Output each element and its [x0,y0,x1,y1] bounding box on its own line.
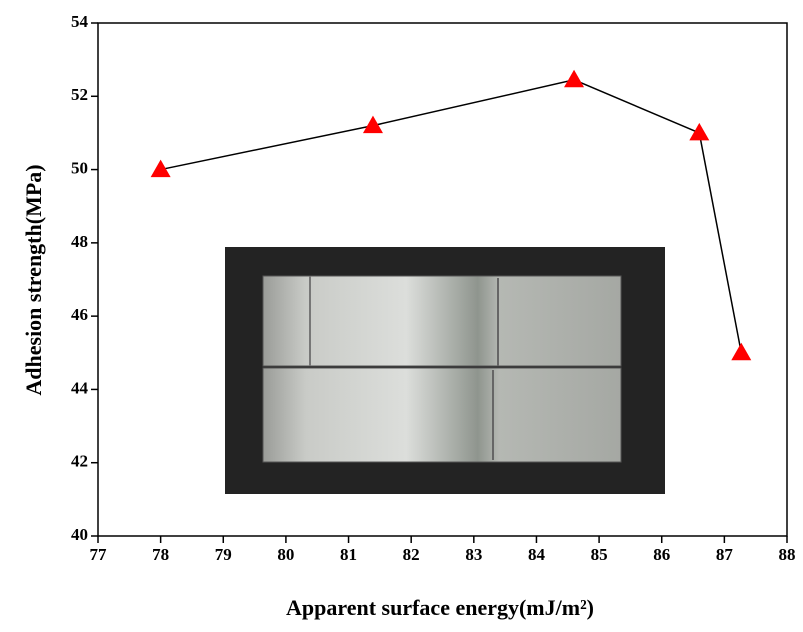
y-tick-label: 44 [71,378,89,397]
y-tick-label: 42 [71,452,88,471]
x-tick-label: 83 [465,545,482,564]
y-tick-label: 54 [71,12,89,31]
x-tick-label: 82 [403,545,420,564]
marker [150,159,171,178]
x-tick-label: 87 [716,545,734,564]
marker [362,115,383,134]
x-tick-label: 86 [653,545,670,564]
marker [564,69,585,88]
x-tick-label: 80 [277,545,294,564]
x-tick-label: 78 [152,545,169,564]
x-tick-label: 85 [591,545,608,564]
y-tick-label: 52 [71,85,88,104]
y-tick-label: 40 [71,525,88,544]
y-axis-label: Adhesion strength(MPa) [21,164,46,395]
x-axis-label: Apparent surface energy(mJ/m²) [286,595,594,620]
x-tick-label: 84 [528,545,546,564]
y-tick-label: 48 [71,232,88,251]
inset-photo [225,247,665,494]
marker [731,342,752,361]
x-tick-label: 88 [779,545,796,564]
y-tick-label: 50 [71,158,88,177]
plot-frame [97,22,788,537]
x-tick-label: 81 [340,545,357,564]
marker [689,122,710,141]
y-tick-label: 46 [71,305,88,324]
x-tick-label: 77 [90,545,108,564]
x-tick-label: 79 [215,545,232,564]
